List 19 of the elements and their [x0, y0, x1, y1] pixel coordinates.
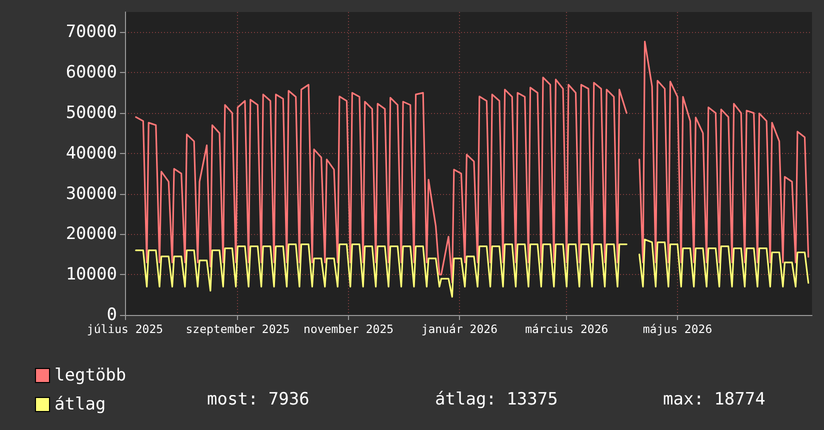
x-tick-label: május 2026 [642, 322, 712, 336]
text: max: 18774 [663, 390, 766, 410]
legend-label: legtöbb [54, 366, 126, 386]
y-tick-label: 60000 [66, 62, 117, 83]
x-tick-label: január 2026 [421, 322, 498, 336]
y-tick-label: 40000 [66, 143, 117, 164]
x-tick-label: július 2025 [86, 322, 164, 336]
legend-label: átlag [54, 394, 106, 414]
y-tick-label: 50000 [66, 103, 117, 123]
text: most: 7936 [207, 390, 310, 410]
y-tick-label: 70000 [66, 22, 117, 42]
text: átlag: 13375 [435, 390, 558, 410]
y-tick-label: 30000 [66, 184, 117, 204]
x-tick-label: szeptember 2025 [186, 322, 290, 336]
y-tick-label: 10000 [66, 264, 117, 285]
x-tick-label: március 2026 [525, 322, 608, 336]
y-tick-label: 20000 [66, 224, 117, 244]
y-tick-label: 0 [106, 305, 117, 325]
x-tick-label: november 2025 [304, 322, 394, 336]
